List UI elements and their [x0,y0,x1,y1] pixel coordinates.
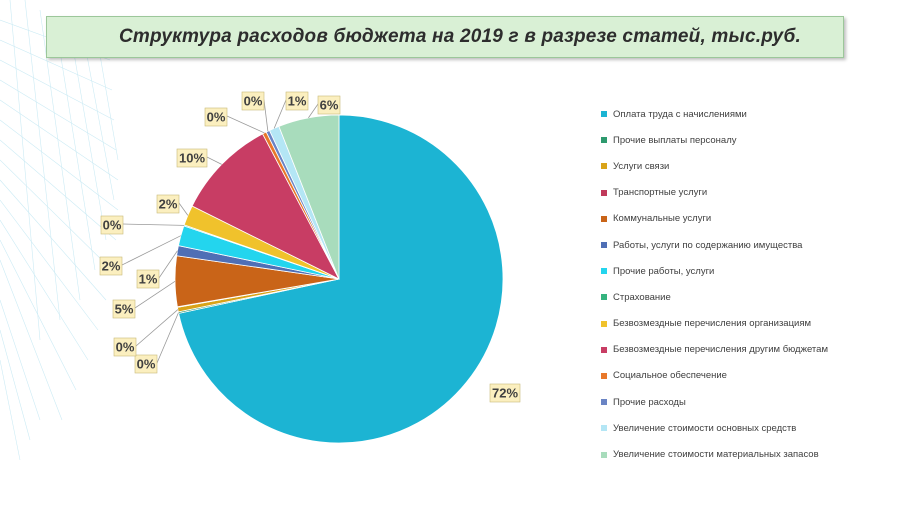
legend-swatch [601,294,607,301]
data-label-2: 0% [134,354,158,374]
legend-item: Увеличение стоимости основных средств [601,415,891,441]
svg-text:5%: 5% [115,302,134,317]
data-label-12: 0% [241,91,265,111]
svg-text:0%: 0% [116,340,135,355]
legend-swatch [601,425,607,432]
slice-1 [178,114,504,444]
legend-item: Услуги связи [601,153,891,179]
data-labels: 72%0%0%5%1%2%0%2%10%0%0% 1% 6% [99,91,521,403]
legend-item: Транспортные услуги [601,180,891,206]
legend-item: Прочие расходы [601,389,891,415]
legend-item: Оплата труда с начислениями [601,101,891,127]
svg-text:1%: 1% [288,94,307,109]
decorative-grid-background [0,0,119,461]
legend-label: Прочие работы, услуги [613,265,715,277]
data-label-6: 1% [136,269,160,289]
legend-swatch [601,372,607,379]
data-label-5: 5% [112,299,136,319]
legend-item: Безвозмездные перечисления организациям [601,311,891,337]
legend-swatch [601,242,607,249]
legend-label: Социальное обеспечение [613,370,727,382]
legend-swatch [601,189,607,196]
legend-label: Страхование [613,291,671,303]
legend-label: Увеличение стоимости основных средств [613,422,797,434]
legend-swatch [601,111,607,118]
legend-label: Прочие выплаты персоналу [613,134,737,146]
data-label-1: 72% [489,383,521,403]
legend-label: Безвозмездные перечисления организациям [613,318,812,330]
data-label-10: 10% [176,148,208,168]
legend-item: Прочие выплаты персоналу [601,127,891,153]
data-label-9: 2% [156,194,180,214]
legend-swatch [601,163,607,170]
slice-14 [278,114,340,280]
legend-swatch [601,215,607,222]
data-label-8: 0% [100,215,124,235]
chart-legend: Оплата труда с начислениями Прочие выплат… [601,101,891,468]
svg-text:0%: 0% [103,218,122,233]
svg-text:1%: 1% [139,272,158,287]
legend-swatch [601,137,607,144]
legend-item: Прочие работы, услуги [601,258,891,284]
legend-swatch [601,399,607,406]
svg-text:0%: 0% [137,357,156,372]
svg-text:2%: 2% [102,259,121,274]
legend-swatch [601,451,607,458]
data-label-13: 1% [285,91,309,111]
data-label-14: 6% [317,95,341,115]
legend-label: Коммунальные услуги [613,213,712,225]
legend-label: Услуги связи [613,160,670,172]
svg-text:2%: 2% [159,197,178,212]
legend-label: Увеличение стоимости материальных запасо… [613,449,819,461]
legend-item: Социальное обеспечение [601,363,891,389]
legend-label: Транспортные услуги [613,187,708,199]
legend-swatch [601,346,607,353]
chart-title: Структура расходов бюджета на 2019 г в р… [119,26,801,47]
svg-text:10%: 10% [179,151,205,166]
data-label-11: 0% [204,107,228,127]
legend-label: Безвозмездные перечисления другим бюджет… [613,344,828,356]
data-label-3: 0% [113,337,137,357]
svg-text:72%: 72% [492,386,518,401]
legend-swatch [601,320,607,327]
title-banner: Структура расходов бюджета на 2019 г в р… [46,16,844,58]
legend-swatch [601,268,607,275]
legend-item: Работы, услуги по содержанию имущества [601,232,891,258]
data-label-7: 2% [99,256,123,276]
legend-label: Работы, услуги по содержанию имущества [613,239,803,251]
svg-text:0%: 0% [207,110,226,125]
legend-item: Коммунальные услуги [601,206,891,232]
legend-item: Страхование [601,284,891,310]
svg-text:6%: 6% [320,98,339,113]
svg-text:0%: 0% [244,94,263,109]
pie-slices [174,114,504,444]
legend-item: Увеличение стоимости материальных запасо… [601,441,891,467]
legend-item: Безвозмездные перечисления другим бюджет… [601,337,891,363]
legend-label: Оплата труда с начислениями [613,108,747,120]
legend-label: Прочие расходы [613,396,686,408]
slice-10 [191,133,340,280]
